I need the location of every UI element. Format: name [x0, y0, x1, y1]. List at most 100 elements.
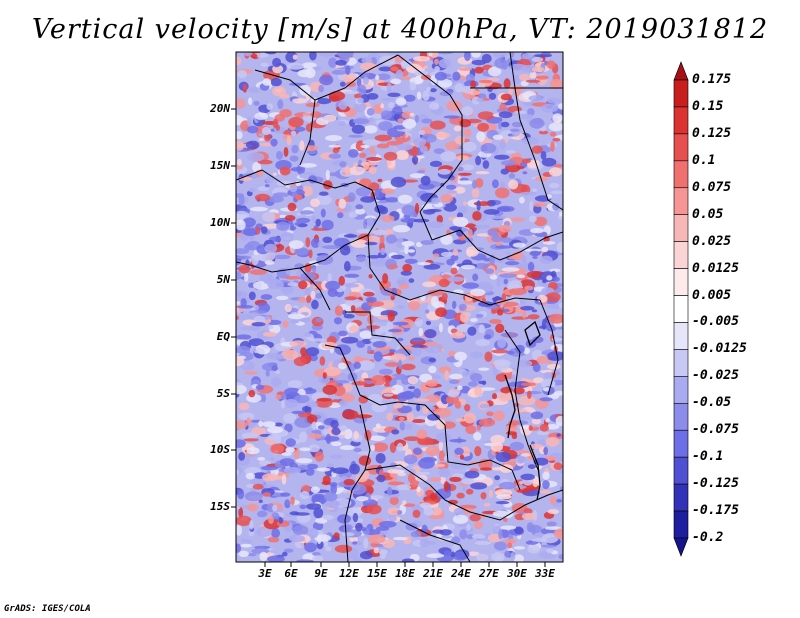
colorbar-swatch: [673, 537, 689, 557]
field-cell: [459, 177, 469, 182]
field-cell: [424, 329, 437, 339]
lon-label-3E: 3E: [258, 567, 272, 580]
field-cell: [550, 190, 563, 195]
field-cell: [452, 71, 461, 81]
field-cell: [412, 346, 422, 357]
field-cell: [236, 420, 248, 430]
field-cell: [513, 387, 525, 395]
field-cell: [401, 111, 413, 119]
field-cell: [422, 90, 430, 101]
field-cell: [296, 212, 301, 216]
field-cell: [527, 108, 535, 116]
field-cell: [448, 499, 458, 505]
field-cell: [385, 379, 390, 385]
field-cell: [505, 261, 520, 266]
field-cell: [318, 84, 324, 93]
field-cell: [549, 131, 557, 137]
field-cell: [469, 514, 481, 522]
field-cell: [521, 53, 533, 60]
colorbar-label: -0.1: [692, 449, 724, 465]
field-cell: [438, 58, 452, 69]
field-cell: [340, 244, 351, 256]
field-cell: [333, 317, 343, 325]
field-cell: [361, 57, 373, 64]
field-cell: [529, 118, 545, 129]
field-cell: [398, 416, 405, 422]
field-cell: [375, 423, 381, 429]
field-cell: [372, 229, 387, 236]
field-cell: [355, 522, 363, 532]
field-cell: [416, 403, 421, 412]
field-cell: [263, 518, 281, 530]
field-cell: [443, 550, 451, 557]
field-cell: [495, 245, 512, 249]
field-cell: [240, 360, 255, 371]
field-cell: [342, 409, 359, 420]
field-cell: [236, 524, 242, 536]
field-cell: [257, 159, 273, 165]
field-cell: [332, 467, 349, 475]
field-cell: [387, 264, 398, 270]
field-cell: [366, 325, 381, 330]
field-cell: [498, 481, 516, 490]
field-cell: [504, 538, 517, 544]
colorbar-label: 0.15: [692, 98, 724, 114]
field-cell: [435, 488, 452, 500]
field-cell: [452, 216, 469, 227]
field-cell: [433, 463, 446, 468]
field-cell: [539, 397, 553, 402]
field-cell: [366, 157, 382, 161]
field-cell: [509, 128, 520, 132]
field-cell: [534, 54, 552, 58]
colorbar-swatch: [673, 106, 689, 135]
field-cell: [521, 512, 537, 520]
latitude-ticks: [231, 108, 236, 508]
colorbar-label: 0.175: [692, 72, 732, 87]
colorbar-label: -0.125: [692, 476, 739, 492]
field-cell: [488, 66, 502, 77]
field-cell: [533, 377, 544, 384]
field-cell: [319, 356, 326, 366]
field-cell: [466, 534, 475, 540]
field-cell: [511, 374, 516, 383]
field-cell: [352, 118, 370, 125]
field-cell: [390, 254, 405, 260]
field-cell: [244, 272, 249, 282]
field-cell: [422, 406, 429, 414]
field-cell: [438, 323, 443, 333]
field-cell: [418, 130, 426, 135]
field-cell: [280, 349, 299, 360]
field-cell: [546, 548, 554, 554]
field-cell: [344, 296, 358, 301]
field-cell: [460, 264, 476, 270]
field-cell: [349, 166, 365, 176]
field-cell: [293, 394, 310, 404]
field-cell: [387, 310, 395, 322]
field-cell: [276, 295, 289, 301]
field-cell: [483, 334, 492, 340]
field-cell: [483, 209, 500, 215]
field-cell: [413, 388, 421, 399]
field-cell: [340, 393, 355, 402]
field-cell: [256, 510, 268, 518]
field-cell: [283, 147, 289, 157]
field-cell: [373, 351, 383, 362]
field-cell: [508, 87, 513, 95]
field-cell: [244, 371, 258, 375]
field-cell: [359, 551, 373, 560]
field-cell: [528, 215, 537, 223]
field-cell: [425, 320, 432, 326]
colorbar-swatch: [673, 376, 689, 404]
field-cell: [471, 188, 480, 198]
field-cell: [325, 135, 343, 142]
field-cell: [251, 53, 258, 59]
field-cell: [554, 390, 563, 396]
field-cell: [515, 455, 527, 464]
field-cell: [506, 350, 515, 355]
field-cell: [452, 514, 469, 524]
field-cell: [526, 270, 544, 279]
field-cell: [397, 305, 405, 309]
field-cell: [474, 224, 491, 229]
colorbar-label: -0.2: [692, 530, 724, 545]
field-cell: [379, 469, 384, 476]
